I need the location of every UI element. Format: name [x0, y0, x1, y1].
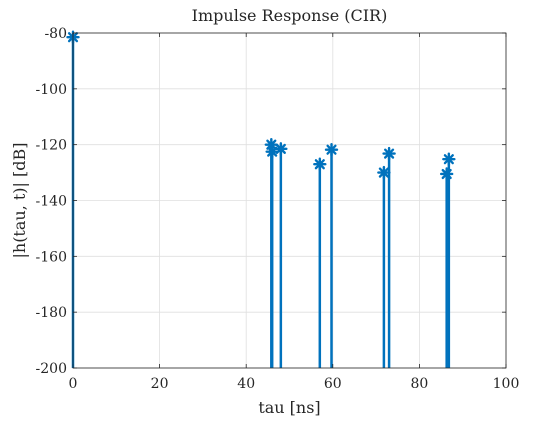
asterisk-stroke — [275, 143, 286, 154]
y-tick-label: -160 — [36, 249, 67, 265]
x-tick-label: 80 — [410, 376, 428, 392]
x-tick-label: 0 — [69, 376, 78, 392]
y-tick-label: -140 — [36, 194, 67, 210]
x-axis-label: tau [ns] — [258, 398, 320, 417]
y-tick-label: -100 — [36, 82, 67, 98]
asterisk-marker — [439, 167, 454, 181]
asterisk-marker — [442, 152, 456, 166]
y-tick-label: -80 — [44, 26, 67, 42]
y-tick-label: -180 — [36, 305, 67, 321]
asterisk-marker — [377, 165, 391, 180]
asterisk-marker — [274, 142, 288, 156]
asterisk-marker — [382, 146, 396, 161]
x-tick-label: 40 — [237, 376, 255, 392]
asterisk-marker — [313, 157, 327, 171]
asterisk-stroke — [378, 167, 389, 178]
y-tick-label: -120 — [36, 138, 67, 154]
x-tick-label: 20 — [151, 376, 169, 392]
asterisk-stroke — [326, 144, 337, 155]
x-tick-label: 100 — [493, 376, 520, 392]
x-tick-labels: 0 20 40 60 80 100 — [69, 376, 520, 392]
asterisk-stroke — [384, 148, 395, 159]
chart-title: Impulse Response (CIR) — [192, 6, 388, 25]
y-axis-label: |h(tau, t)| [dB] — [10, 142, 29, 258]
asterisk-stroke — [443, 154, 454, 165]
asterisk-stroke — [314, 159, 325, 170]
grid-lines — [72, 32, 507, 369]
asterisk-marker — [324, 142, 339, 157]
x-tick-label: 60 — [324, 376, 342, 392]
axis-ticks — [72, 32, 507, 369]
y-tick-label: -200 — [36, 361, 67, 377]
y-tick-labels: -200 -180 -160 -140 -120 -100 -80 — [36, 26, 67, 377]
